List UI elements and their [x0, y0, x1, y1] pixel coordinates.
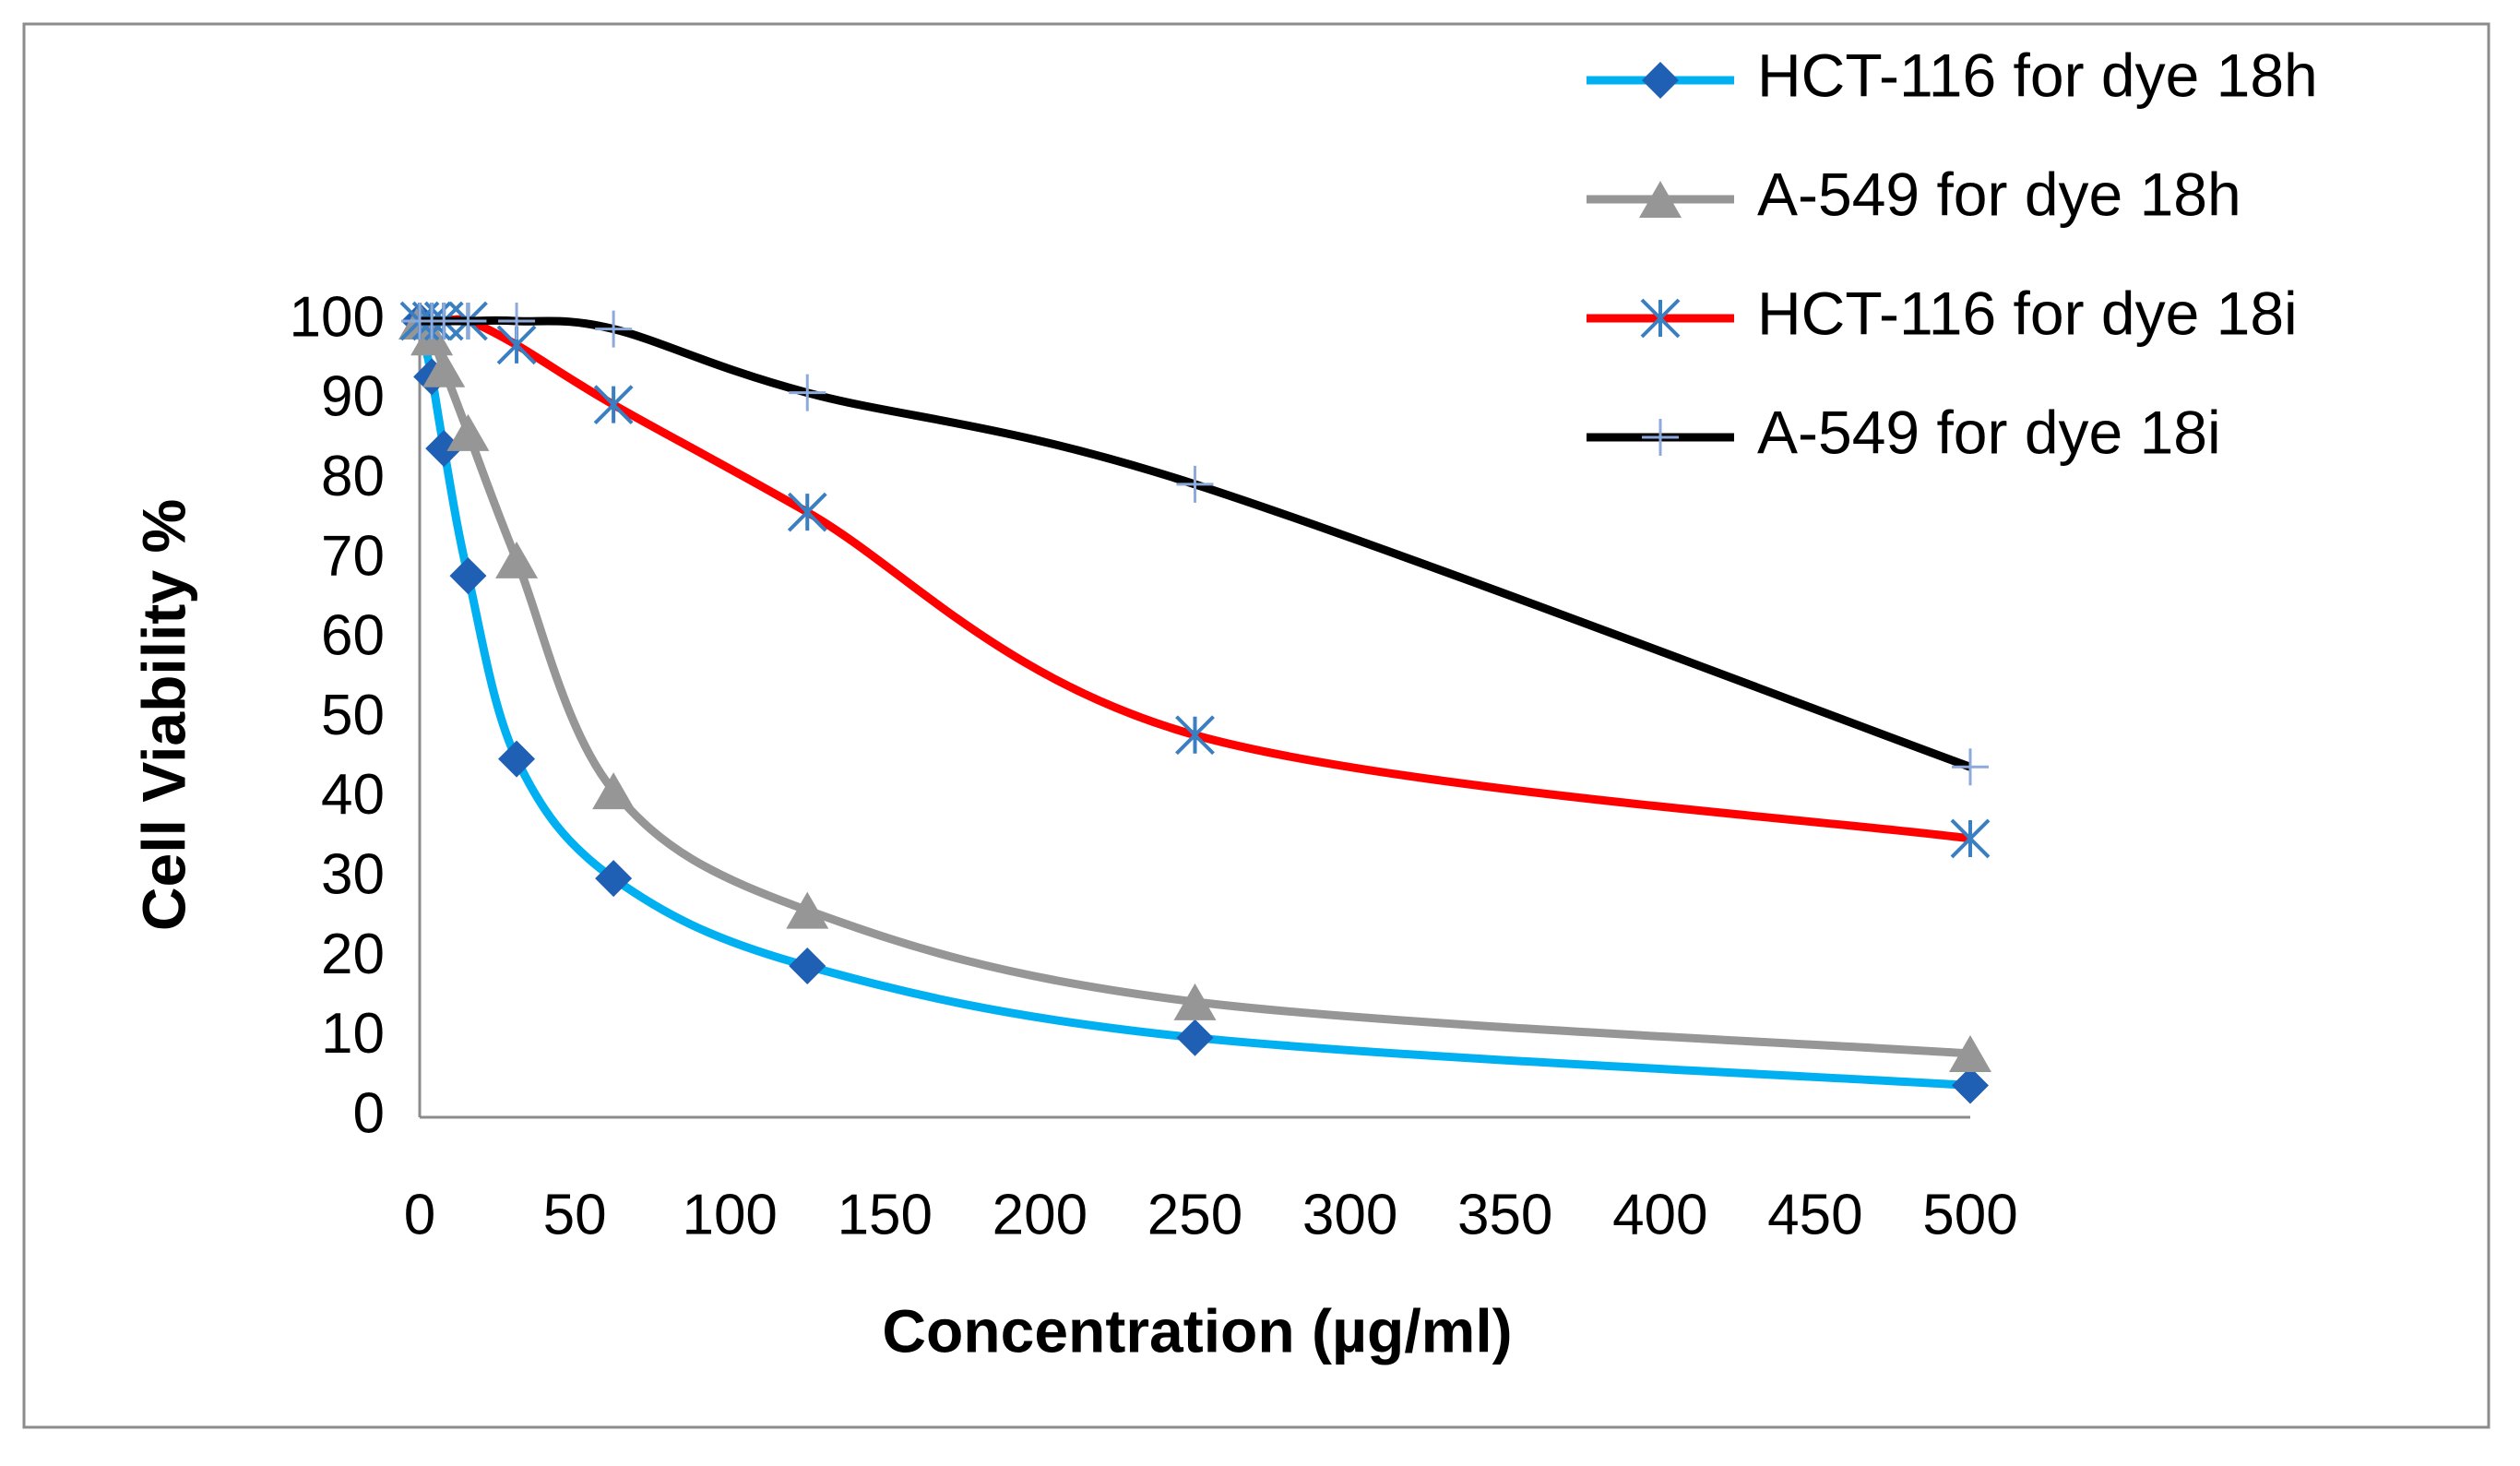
x-tick-label: 50: [543, 1183, 607, 1246]
data-point: [422, 350, 466, 387]
y-tick-label: 70: [321, 524, 385, 588]
data-point: [789, 374, 826, 411]
x-tick-label: 150: [838, 1183, 933, 1246]
legend-label: A-549 for dye 18h: [1757, 160, 2241, 228]
data-point: [786, 891, 829, 929]
x-tick-label: 100: [682, 1183, 777, 1246]
y-tick-label: 0: [353, 1081, 385, 1145]
legend-label: HCT-116 for dye 18h: [1757, 41, 2318, 109]
y-tick-label: 50: [321, 684, 385, 747]
chart-frame: [22, 22, 2490, 1429]
y-tick-label: 100: [290, 285, 385, 349]
y-tick-label: 60: [321, 604, 385, 668]
data-point: [495, 541, 539, 578]
x-tick-label: 450: [1767, 1183, 1862, 1246]
data-point: [1176, 1019, 1214, 1056]
data-point: [498, 740, 536, 778]
legend-marker: [1642, 62, 1679, 99]
y-tick-label: 40: [321, 763, 385, 827]
data-point: [787, 492, 827, 532]
x-tick-label: 500: [1922, 1183, 2017, 1246]
x-tick-label: 0: [404, 1183, 435, 1246]
y-tick-label: 90: [321, 365, 385, 429]
data-point: [595, 860, 633, 898]
x-tick-label: 200: [993, 1183, 1088, 1246]
y-tick-label: 20: [321, 923, 385, 986]
x-tick-label: 400: [1612, 1183, 1707, 1246]
data-point: [1952, 1067, 1989, 1104]
data-point: [1952, 748, 1989, 786]
x-tick-label: 250: [1147, 1183, 1242, 1246]
data-point: [446, 413, 490, 451]
data-point: [592, 772, 636, 810]
data-point: [1949, 1034, 1991, 1072]
data-point: [1175, 715, 1215, 756]
legend-label: A-549 for dye 18i: [1757, 398, 2221, 466]
y-tick-label: 10: [321, 1002, 385, 1066]
data-point: [449, 557, 487, 595]
x-tick-label: 300: [1302, 1183, 1397, 1246]
data-point: [498, 303, 536, 340]
x-axis-title: Concentration (µg/ml): [882, 1296, 1512, 1365]
data-point: [1173, 983, 1217, 1020]
x-tick-label: 350: [1457, 1183, 1552, 1246]
data-point: [449, 303, 487, 340]
data-point: [425, 430, 463, 468]
legend-marker: [1640, 298, 1681, 339]
y-axis-title: Cell Viability %: [129, 499, 197, 931]
legend-marker: [1639, 181, 1682, 218]
data-point: [593, 385, 634, 425]
y-tick-label: 80: [321, 445, 385, 508]
legend-label: HCT-116 for dye 18i: [1757, 279, 2298, 347]
data-point: [1176, 465, 1214, 503]
y-tick-label: 30: [321, 842, 385, 906]
legend-marker: [1642, 419, 1679, 456]
data-point: [789, 948, 826, 985]
data-point: [1950, 818, 1991, 859]
data-point: [595, 310, 633, 348]
